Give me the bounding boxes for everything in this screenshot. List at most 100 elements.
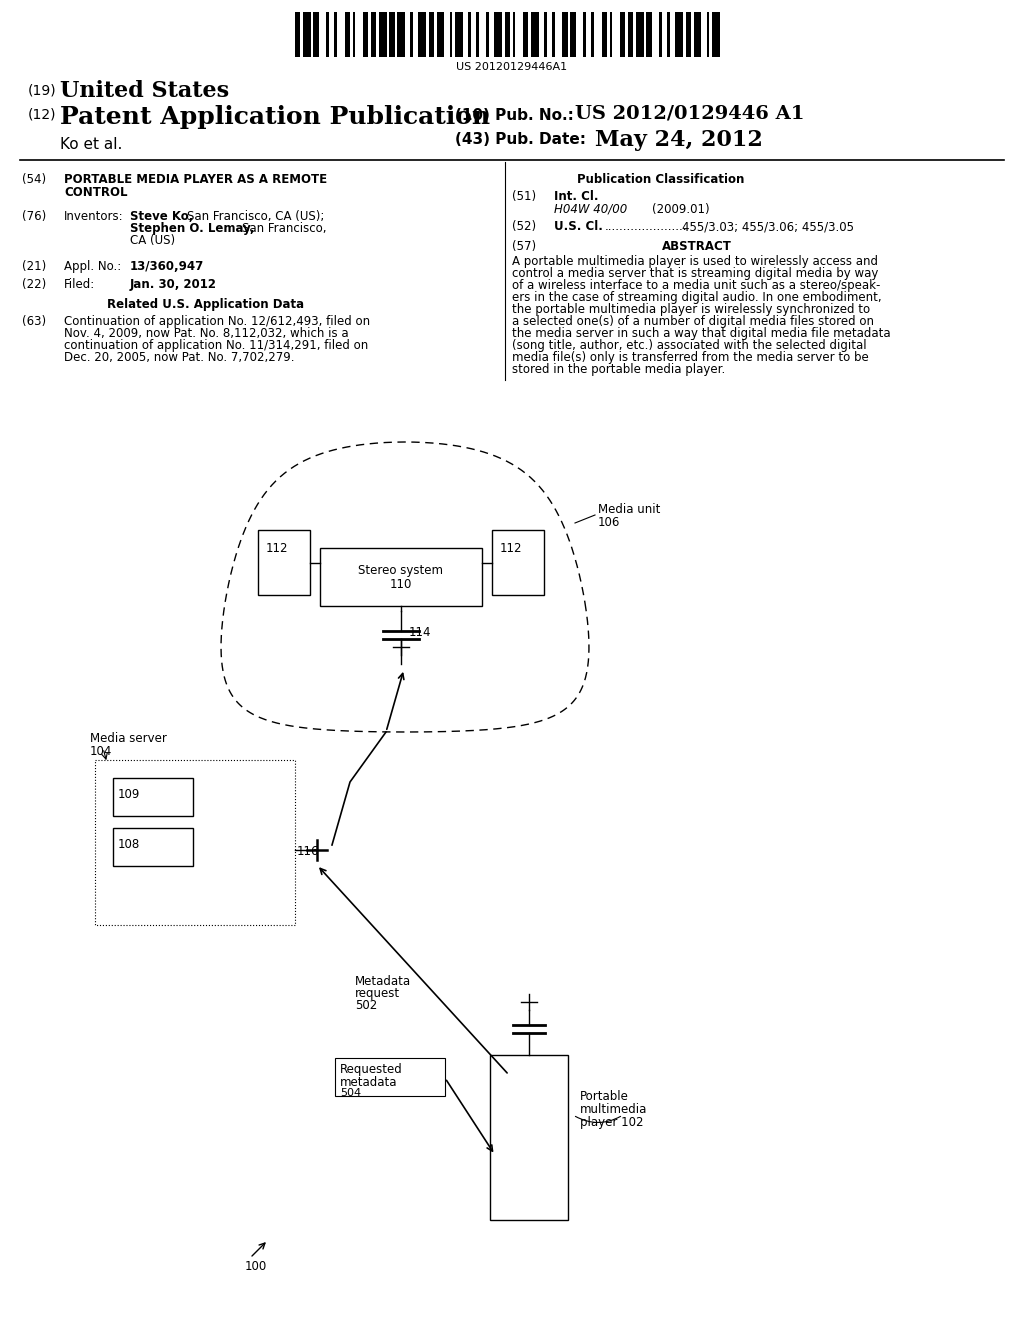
Text: United States: United States bbox=[60, 81, 229, 102]
Bar bbox=[492, 531, 544, 595]
Bar bbox=[455, 12, 463, 57]
Text: Int. Cl.: Int. Cl. bbox=[554, 190, 598, 203]
Text: continuation of application No. 11/314,291, filed on: continuation of application No. 11/314,2… bbox=[63, 339, 369, 352]
Bar bbox=[295, 12, 300, 57]
Text: metadata: metadata bbox=[340, 1076, 397, 1089]
Text: Steve Ko,: Steve Ko, bbox=[130, 210, 194, 223]
Bar bbox=[379, 12, 387, 57]
Bar bbox=[397, 12, 406, 57]
Bar bbox=[335, 1059, 445, 1096]
Text: the media server in such a way that digital media file metadata: the media server in such a way that digi… bbox=[512, 327, 891, 341]
Bar bbox=[495, 12, 502, 57]
Bar bbox=[113, 828, 193, 866]
Bar bbox=[490, 1055, 568, 1220]
Bar bbox=[707, 12, 710, 57]
Text: (76): (76) bbox=[22, 210, 46, 223]
Text: CONTROL: CONTROL bbox=[63, 186, 128, 199]
Text: San Francisco,: San Francisco, bbox=[242, 222, 327, 235]
Bar bbox=[531, 12, 539, 57]
Text: Portable: Portable bbox=[580, 1090, 629, 1104]
Text: Patent Application Publication: Patent Application Publication bbox=[60, 106, 490, 129]
Text: CA (US): CA (US) bbox=[130, 234, 175, 247]
Text: Media server: Media server bbox=[90, 733, 167, 744]
Bar bbox=[552, 12, 555, 57]
Bar bbox=[327, 12, 329, 57]
Text: US 20120129446A1: US 20120129446A1 bbox=[457, 62, 567, 73]
Text: 100: 100 bbox=[245, 1261, 267, 1272]
Text: 109: 109 bbox=[118, 788, 140, 801]
Text: multimedia: multimedia bbox=[580, 1104, 647, 1115]
Text: ers in the case of streaming digital audio. In one embodiment,: ers in the case of streaming digital aud… bbox=[512, 290, 882, 304]
Bar bbox=[436, 12, 444, 57]
Text: Appl. No.:: Appl. No.: bbox=[63, 260, 121, 273]
Bar bbox=[621, 12, 626, 57]
Text: 502: 502 bbox=[355, 999, 377, 1012]
Text: (63): (63) bbox=[22, 315, 46, 327]
Text: (21): (21) bbox=[22, 260, 46, 273]
Text: Media unit: Media unit bbox=[598, 503, 660, 516]
Bar bbox=[113, 777, 193, 816]
Text: Publication Classification: Publication Classification bbox=[577, 173, 744, 186]
Text: the portable multimedia player is wirelessly synchronized to: the portable multimedia player is wirele… bbox=[512, 304, 870, 315]
Text: 108: 108 bbox=[118, 838, 140, 851]
Text: Stephen O. Lemay,: Stephen O. Lemay, bbox=[130, 222, 255, 235]
Bar bbox=[418, 12, 426, 57]
Bar bbox=[591, 12, 594, 57]
Bar bbox=[364, 12, 369, 57]
Bar bbox=[602, 12, 607, 57]
Bar bbox=[544, 12, 547, 57]
Bar bbox=[389, 12, 394, 57]
Bar bbox=[505, 12, 510, 57]
Bar bbox=[95, 760, 295, 925]
Text: ......................: ...................... bbox=[605, 220, 687, 234]
Text: (43) Pub. Date:: (43) Pub. Date: bbox=[455, 132, 586, 147]
Text: 104: 104 bbox=[90, 744, 113, 758]
Bar bbox=[609, 12, 612, 57]
Text: PORTABLE MEDIA PLAYER AS A REMOTE: PORTABLE MEDIA PLAYER AS A REMOTE bbox=[63, 173, 327, 186]
Bar bbox=[411, 12, 413, 57]
Text: (57): (57) bbox=[512, 240, 537, 253]
Bar bbox=[313, 12, 318, 57]
Text: Filed:: Filed: bbox=[63, 279, 95, 290]
Text: 112: 112 bbox=[266, 543, 289, 554]
Text: Jan. 30, 2012: Jan. 30, 2012 bbox=[130, 279, 217, 290]
Text: 110: 110 bbox=[390, 578, 413, 591]
Text: Stereo system: Stereo system bbox=[358, 564, 443, 577]
Text: (19): (19) bbox=[28, 83, 56, 96]
Text: a selected one(s) of a number of digital media files stored on: a selected one(s) of a number of digital… bbox=[512, 315, 874, 327]
Bar bbox=[345, 12, 350, 57]
Text: (52): (52) bbox=[512, 220, 537, 234]
Text: (54): (54) bbox=[22, 173, 46, 186]
Text: Requested: Requested bbox=[340, 1063, 402, 1076]
Text: 112: 112 bbox=[500, 543, 522, 554]
Bar bbox=[352, 12, 355, 57]
Text: May 24, 2012: May 24, 2012 bbox=[595, 129, 763, 150]
Text: (song title, author, etc.) associated with the selected digital: (song title, author, etc.) associated wi… bbox=[512, 339, 866, 352]
Text: Nov. 4, 2009, now Pat. No. 8,112,032, which is a: Nov. 4, 2009, now Pat. No. 8,112,032, wh… bbox=[63, 327, 348, 341]
Bar bbox=[468, 12, 471, 57]
Text: U.S. Cl.: U.S. Cl. bbox=[554, 220, 603, 234]
Bar bbox=[628, 12, 633, 57]
Bar bbox=[636, 12, 644, 57]
Text: 114: 114 bbox=[409, 626, 431, 639]
Text: 116: 116 bbox=[297, 845, 319, 858]
Text: A portable multimedia player is used to wirelessly access and: A portable multimedia player is used to … bbox=[512, 255, 878, 268]
Bar bbox=[523, 12, 528, 57]
Bar bbox=[334, 12, 337, 57]
Text: H04W 40/00: H04W 40/00 bbox=[554, 203, 628, 216]
Text: 106: 106 bbox=[598, 516, 621, 529]
Text: Inventors:: Inventors: bbox=[63, 210, 124, 223]
Text: (22): (22) bbox=[22, 279, 46, 290]
Text: of a wireless interface to a media unit such as a stereo/speak-: of a wireless interface to a media unit … bbox=[512, 279, 881, 292]
Text: Metadata: Metadata bbox=[355, 975, 411, 987]
Bar bbox=[570, 12, 575, 57]
Text: San Francisco, CA (US);: San Francisco, CA (US); bbox=[187, 210, 325, 223]
Bar bbox=[562, 12, 567, 57]
Bar bbox=[693, 12, 701, 57]
Text: ABSTRACT: ABSTRACT bbox=[662, 240, 732, 253]
Bar bbox=[429, 12, 434, 57]
Text: (51): (51) bbox=[512, 190, 537, 203]
Bar bbox=[668, 12, 670, 57]
Bar bbox=[371, 12, 376, 57]
Text: Continuation of application No. 12/612,493, filed on: Continuation of application No. 12/612,4… bbox=[63, 315, 370, 327]
